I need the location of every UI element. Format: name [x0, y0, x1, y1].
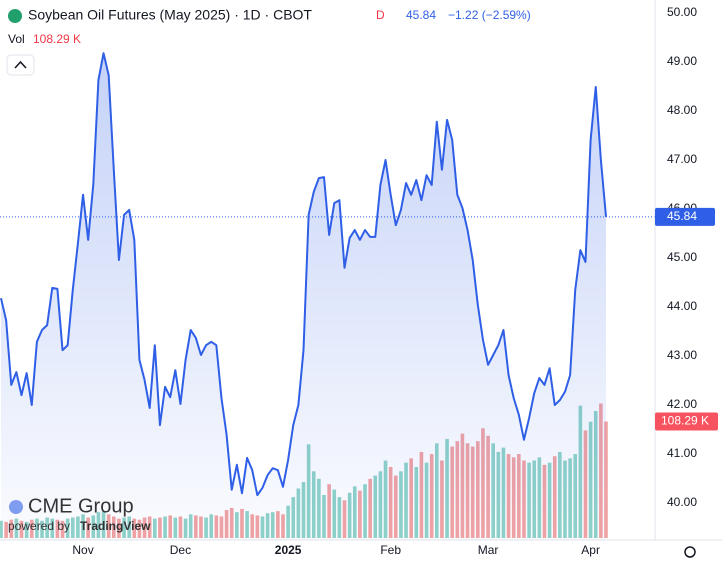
y-tick-label: 50.00 — [667, 5, 697, 19]
vol-value: 108.29 K — [33, 32, 81, 46]
price-change: −1.22 (−2.59%) — [448, 8, 531, 22]
powered-brand: TradingView — [80, 519, 151, 533]
y-tick-label: 42.00 — [667, 397, 697, 411]
y-tick-label: 47.00 — [667, 152, 697, 166]
y-tick-label: 48.00 — [667, 103, 697, 117]
x-tick-label: Dec — [170, 543, 191, 557]
collapse-button[interactable] — [6, 54, 35, 76]
last-price: 45.84 — [406, 8, 436, 22]
brand-logo: CME Group — [28, 495, 134, 517]
area-fill — [1, 53, 606, 541]
flag: D — [376, 8, 385, 22]
x-tick-label: Feb — [380, 543, 401, 557]
y-tick-label: 40.00 — [667, 495, 697, 509]
symbol-icon — [8, 9, 22, 23]
y-tick-label: 41.00 — [667, 446, 697, 460]
plot-layer — [0, 52, 655, 541]
last-volume-box — [655, 412, 718, 431]
x-tick-label: Apr — [581, 543, 600, 557]
chart-title: Soybean Oil Futures (May 2025) · 1D · CB… — [28, 7, 312, 23]
y-tick-label: 44.00 — [667, 299, 697, 313]
y-tick-label: 43.00 — [667, 348, 697, 362]
y-tick-label: 45.00 — [667, 250, 697, 264]
last-price-box — [655, 207, 715, 226]
settings-icon[interactable] — [684, 546, 696, 558]
x-tick-label: 2025 — [275, 543, 302, 557]
collapse-icon — [14, 60, 27, 69]
last-price-label: 45.84 — [667, 209, 697, 223]
brand-icon — [9, 500, 23, 514]
y-tick-label: 49.00 — [667, 54, 697, 68]
price-line — [0, 52, 607, 497]
last-volume-label: 108.29 K — [661, 414, 709, 428]
x-tick-label: Mar — [478, 543, 499, 557]
powered-by: powered by — [8, 519, 70, 533]
x-tick-label: Nov — [72, 543, 93, 557]
vol-name: Vol — [8, 32, 25, 46]
